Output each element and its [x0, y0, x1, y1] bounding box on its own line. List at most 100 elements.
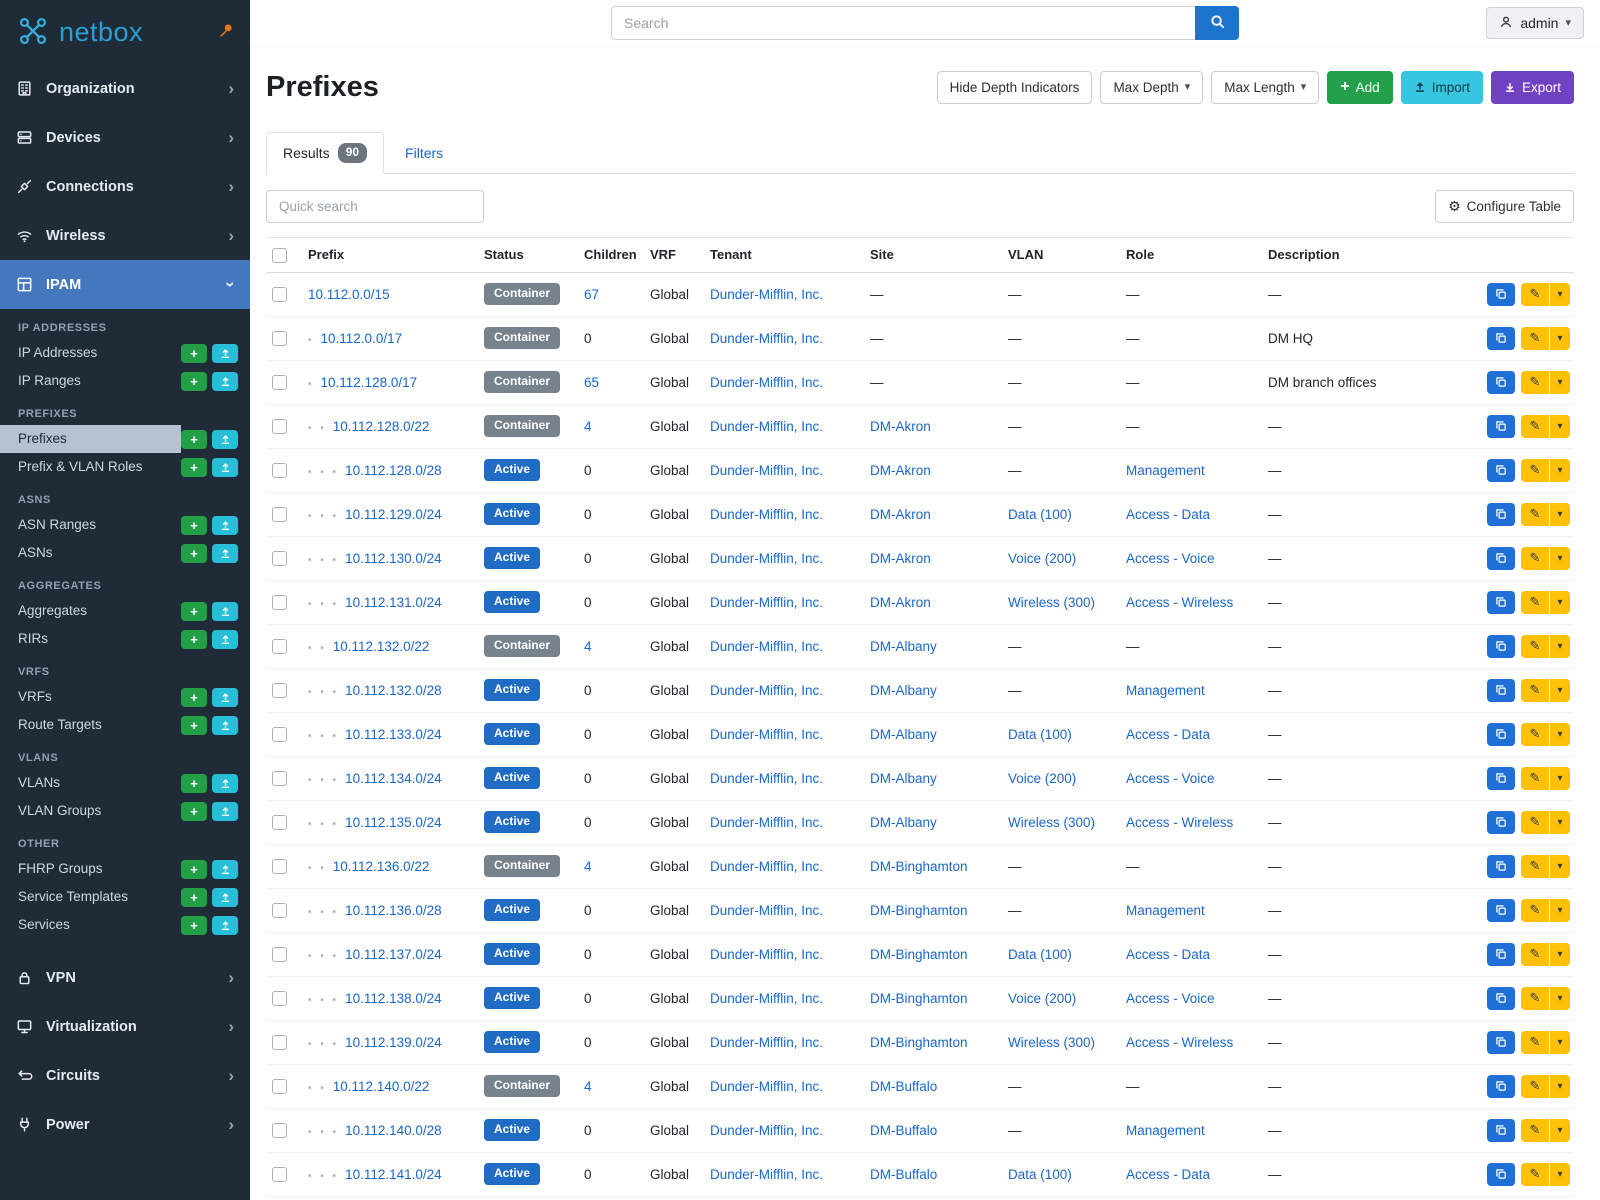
edit-dropdown-button[interactable]: ▾ — [1550, 942, 1570, 966]
role-link[interactable]: Management — [1126, 682, 1205, 698]
sidebar-item-circuits[interactable]: Circuits › — [0, 1051, 250, 1100]
quick-import-button[interactable] — [212, 715, 238, 735]
quick-add-button[interactable]: + — [181, 629, 207, 649]
sidebar-subitem-vlan-groups[interactable]: VLAN Groups — [18, 803, 102, 818]
quick-import-button[interactable] — [212, 457, 238, 477]
row-checkbox[interactable] — [272, 947, 287, 963]
sidebar-subitem-prefixes[interactable]: Prefixes — [0, 425, 181, 453]
quick-add-button[interactable]: + — [181, 859, 207, 879]
quick-search-input[interactable] — [266, 189, 484, 223]
sidebar-item-vpn[interactable]: VPN › — [0, 953, 250, 1002]
prefix-link[interactable]: 10.112.0.0/15 — [308, 286, 390, 302]
sidebar-item-organization[interactable]: Organization › — [0, 64, 250, 113]
add-button[interactable]: + Add — [1327, 70, 1393, 104]
row-checkbox[interactable] — [272, 1167, 287, 1183]
tenant-link[interactable]: Dunder-Mifflin, Inc. — [710, 1166, 824, 1182]
row-checkbox[interactable] — [272, 991, 287, 1007]
quick-add-button[interactable]: + — [181, 457, 207, 477]
site-link[interactable]: DM-Buffalo — [870, 1166, 938, 1182]
tenant-link[interactable]: Dunder-Mifflin, Inc. — [710, 1078, 824, 1094]
prefix-link[interactable]: 10.112.129.0/24 — [345, 506, 442, 522]
role-link[interactable]: Access - Data — [1126, 1166, 1211, 1182]
copy-button[interactable] — [1487, 458, 1515, 482]
prefix-link[interactable]: 10.112.132.0/22 — [332, 638, 430, 654]
copy-button[interactable] — [1487, 326, 1515, 350]
role-link[interactable]: Access - Data — [1126, 726, 1211, 742]
copy-button[interactable] — [1487, 546, 1515, 570]
column-header-description[interactable]: Description — [1262, 237, 1478, 273]
copy-button[interactable] — [1487, 942, 1515, 966]
edit-button[interactable]: ✎ — [1521, 458, 1549, 482]
edit-dropdown-button[interactable]: ▾ — [1550, 634, 1570, 658]
role-link[interactable]: Access - Voice — [1126, 550, 1215, 566]
prefix-link[interactable]: 10.112.136.0/28 — [345, 902, 442, 918]
search-button[interactable] — [1195, 6, 1239, 40]
edit-dropdown-button[interactable]: ▾ — [1550, 590, 1570, 614]
edit-dropdown-button[interactable]: ▾ — [1550, 414, 1570, 438]
max-length-dropdown[interactable]: Max Length ▾ — [1211, 70, 1320, 104]
import-button[interactable]: Import — [1400, 70, 1483, 104]
prefix-link[interactable]: 10.112.128.0/17 — [320, 374, 418, 390]
edit-dropdown-button[interactable]: ▾ — [1550, 458, 1570, 482]
vlan-link[interactable]: Wireless (300) — [1008, 814, 1096, 830]
role-link[interactable]: Access - Wireless — [1126, 1034, 1234, 1050]
row-checkbox[interactable] — [272, 595, 287, 611]
edit-dropdown-button[interactable]: ▾ — [1550, 722, 1570, 746]
copy-button[interactable] — [1487, 1118, 1515, 1142]
sidebar-subitem-asns[interactable]: ASNs — [18, 545, 53, 560]
edit-dropdown-button[interactable]: ▾ — [1550, 766, 1570, 790]
tenant-link[interactable]: Dunder-Mifflin, Inc. — [710, 418, 824, 434]
quick-import-button[interactable] — [212, 887, 238, 907]
edit-dropdown-button[interactable]: ▾ — [1550, 1118, 1570, 1142]
prefix-link[interactable]: 10.112.133.0/24 — [345, 726, 442, 742]
copy-button[interactable] — [1487, 810, 1515, 834]
sidebar-subitem-rirs[interactable]: RIRs — [18, 631, 48, 646]
quick-import-button[interactable] — [212, 429, 238, 449]
edit-button[interactable]: ✎ — [1521, 898, 1549, 922]
quick-import-button[interactable] — [212, 601, 238, 621]
export-button[interactable]: Export — [1490, 70, 1574, 104]
row-checkbox[interactable] — [272, 463, 287, 479]
edit-dropdown-button[interactable]: ▾ — [1550, 1030, 1570, 1054]
site-link[interactable]: DM-Akron — [870, 550, 931, 566]
children-link[interactable]: 4 — [584, 638, 592, 654]
row-checkbox[interactable] — [272, 419, 287, 435]
edit-dropdown-button[interactable]: ▾ — [1550, 1074, 1570, 1098]
row-checkbox[interactable] — [272, 551, 287, 567]
quick-import-button[interactable] — [212, 543, 238, 563]
tab-results[interactable]: Results 90 — [266, 132, 385, 174]
copy-button[interactable] — [1487, 678, 1515, 702]
vlan-link[interactable]: Wireless (300) — [1008, 594, 1096, 610]
tenant-link[interactable]: Dunder-Mifflin, Inc. — [710, 286, 824, 302]
children-link[interactable]: 4 — [584, 858, 592, 874]
row-checkbox[interactable] — [272, 287, 287, 303]
quick-import-button[interactable] — [212, 859, 238, 879]
role-link[interactable]: Access - Voice — [1126, 770, 1215, 786]
sidebar-subitem-ip-addresses[interactable]: IP Addresses — [18, 345, 98, 360]
edit-button[interactable]: ✎ — [1521, 282, 1549, 306]
edit-button[interactable]: ✎ — [1521, 678, 1549, 702]
role-link[interactable]: Access - Voice — [1126, 990, 1215, 1006]
prefix-link[interactable]: 10.112.140.0/28 — [345, 1122, 442, 1138]
copy-button[interactable] — [1487, 986, 1515, 1010]
role-link[interactable]: Access - Wireless — [1126, 814, 1234, 830]
row-checkbox[interactable] — [272, 1079, 287, 1095]
prefix-link[interactable]: 10.112.136.0/22 — [332, 858, 430, 874]
tenant-link[interactable]: Dunder-Mifflin, Inc. — [710, 1034, 824, 1050]
edit-dropdown-button[interactable]: ▾ — [1550, 854, 1570, 878]
site-link[interactable]: DM-Akron — [870, 462, 931, 478]
user-menu-button[interactable]: admin ▾ — [1486, 7, 1584, 39]
search-input[interactable] — [611, 6, 1195, 40]
copy-button[interactable] — [1487, 1162, 1515, 1186]
children-link[interactable]: 4 — [584, 1078, 592, 1094]
edit-dropdown-button[interactable]: ▾ — [1550, 678, 1570, 702]
site-link[interactable]: DM-Albany — [870, 814, 937, 830]
site-link[interactable]: DM-Albany — [870, 726, 937, 742]
copy-button[interactable] — [1487, 282, 1515, 306]
row-checkbox[interactable] — [272, 815, 287, 831]
tenant-link[interactable]: Dunder-Mifflin, Inc. — [710, 726, 824, 742]
column-header-vlan[interactable]: VLAN — [1002, 237, 1120, 273]
role-link[interactable]: Management — [1126, 462, 1205, 478]
configure-table-button[interactable]: ⚙ Configure Table — [1435, 189, 1574, 223]
edit-dropdown-button[interactable]: ▾ — [1550, 546, 1570, 570]
